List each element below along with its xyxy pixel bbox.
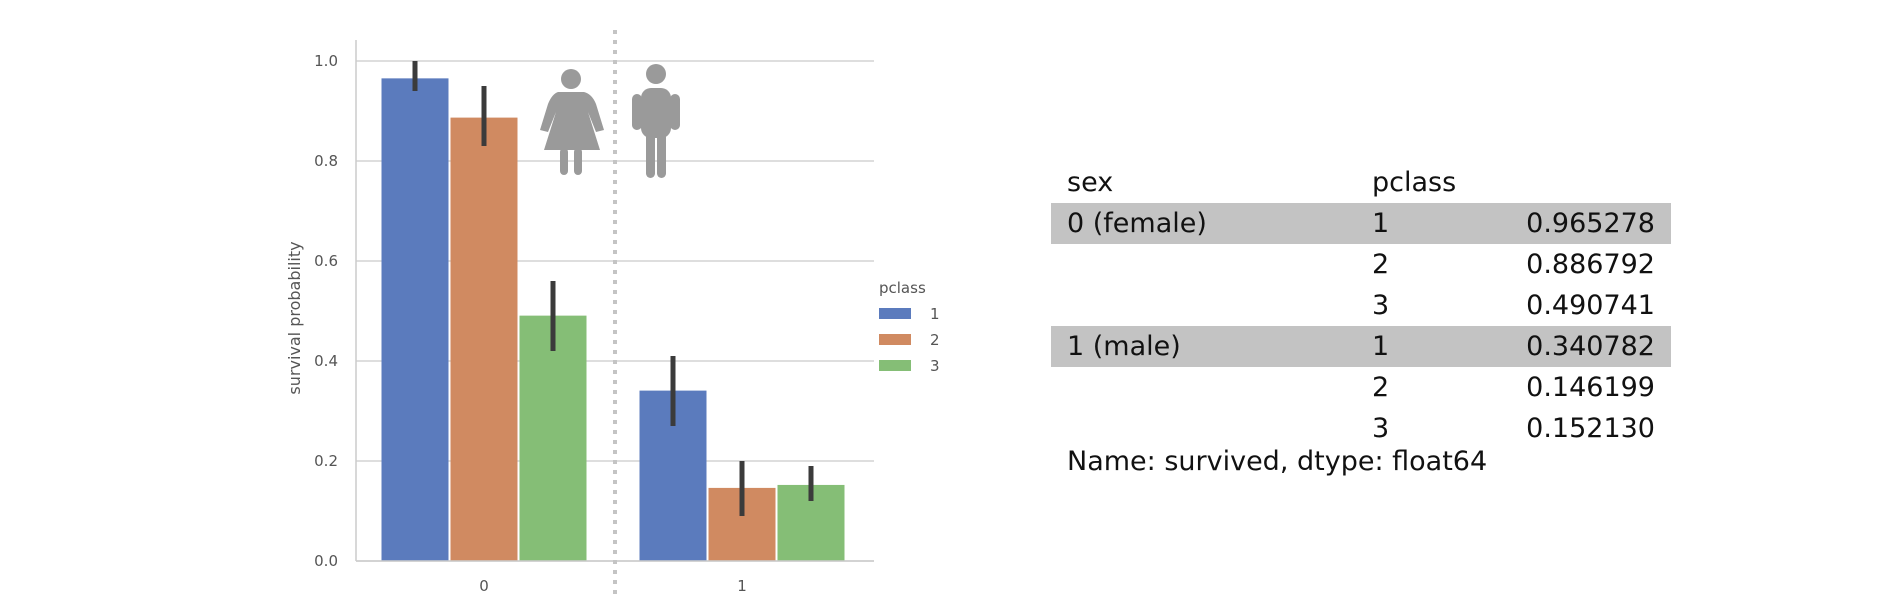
table-header-row: sex pclass	[1051, 162, 1671, 203]
table-row: 0 (female) 1 0.965278	[1051, 203, 1671, 244]
row-pclass: 3	[1372, 413, 1390, 444]
row-pclass: 2	[1372, 372, 1390, 403]
y-tick-label: 1.0	[314, 52, 338, 70]
row-value: 0.886792	[1526, 249, 1655, 280]
y-tick-label: 0.6	[314, 252, 338, 270]
legend-swatch-1	[879, 308, 911, 319]
female-person-icon	[540, 69, 604, 175]
row-value: 0.965278	[1526, 208, 1655, 239]
row-sex: 0 (female)	[1067, 208, 1207, 239]
table-row: 1 (male) 1 0.340782	[1051, 326, 1671, 367]
y-tick-label: 0.4	[314, 352, 338, 370]
row-value: 0.340782	[1526, 331, 1655, 362]
bar-chart: 0.0 0.2 0.4 0.6 0.8 1.0 0 1 survival probabilit…	[285, 30, 940, 597]
row-value: 0.490741	[1526, 290, 1655, 321]
y-tick-label: 0.8	[314, 152, 338, 170]
bar-sex-0-pclass-3	[519, 315, 587, 561]
row-value: 0.146199	[1526, 372, 1655, 403]
row-pclass: 2	[1372, 249, 1390, 280]
legend: pclass 1 2 3	[879, 279, 940, 375]
x-tick-label: 1	[737, 577, 747, 595]
legend-title: pclass	[879, 279, 926, 297]
row-pclass: 1	[1372, 208, 1390, 239]
table-row: 3 0.490741	[1051, 285, 1671, 326]
row-sex: 1 (male)	[1067, 331, 1181, 362]
legend-label-3: 3	[930, 357, 940, 375]
y-axis-title: survival probability	[285, 241, 304, 394]
bars	[381, 78, 845, 562]
x-tick-label: 0	[479, 577, 489, 595]
row-pclass: 3	[1372, 290, 1390, 321]
male-person-icon	[632, 64, 680, 178]
series-footer: Name: survived, dtype: float64	[1067, 446, 1488, 477]
legend-label-1: 1	[930, 305, 940, 323]
axes: 0.0 0.2 0.4 0.6 0.8 1.0 0 1	[314, 40, 874, 595]
row-value: 0.152130	[1526, 413, 1655, 444]
row-pclass: 1	[1372, 331, 1390, 362]
table-row: 2 0.886792	[1051, 244, 1671, 285]
y-tick-label: 0.2	[314, 452, 338, 470]
bar-sex-0-pclass-2	[450, 117, 518, 561]
error-bars	[412, 61, 814, 516]
table-row: 3 0.152130	[1051, 408, 1671, 449]
legend-swatch-2	[879, 334, 911, 345]
legend-swatch-3	[879, 360, 911, 371]
header-sex: sex	[1067, 167, 1114, 198]
y-tick-label: 0.0	[314, 552, 338, 570]
table-row: 2 0.146199	[1051, 367, 1671, 408]
bar-sex-0-pclass-1	[381, 78, 449, 562]
header-pclass: pclass	[1372, 167, 1457, 198]
survival-series-table: sex pclass 0 (female) 1 0.965278 2 0.886…	[1051, 162, 1671, 477]
legend-label-2: 2	[930, 331, 940, 349]
